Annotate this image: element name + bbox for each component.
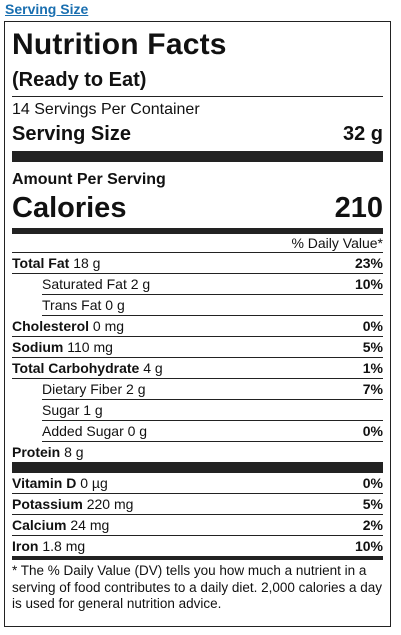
vitamin-row-potassium: Potassium 220 mg 5% [12,494,383,515]
amount-per-serving: Amount Per Serving [12,171,166,188]
nutrient-name: Protein [12,444,61,460]
nutrient-row-total-carbohydrate: Total Carbohydrate 4 g 1% [12,358,383,379]
serving-size-label: Serving Size [12,123,131,145]
nutrient-amount: 1 g [83,402,103,418]
nutrient-amount: 2 g [130,276,151,292]
nutrition-facts-label: Nutrition Facts (Ready to Eat) 14 Servin… [4,21,391,627]
nutrient-row-trans-fat: Trans Fat 0 g [42,295,383,316]
nutrient-name: Dietary Fiber [42,381,123,397]
nutrient-row-saturated-fat: Saturated Fat 2 g 10% [42,274,383,295]
nutrient-amount: 0 g [127,423,148,439]
vitamin-dv: 0% [362,475,383,491]
vitamin-amount: 220 mg [86,496,134,512]
label-title: Nutrition Facts [12,28,227,61]
nutrient-name: Sodium [12,339,64,355]
vitamin-dv: 5% [362,496,383,512]
nutrient-dv: 1% [362,360,383,376]
nutrient-dv: 0% [362,318,383,334]
serving-size-value: 32 g [342,123,383,145]
vitamin-name: Iron [12,538,39,554]
nutrient-amount: 18 g [73,255,101,271]
nutrient-amount: 0 mg [92,318,125,334]
nutrient-name: Sugar [42,402,80,418]
nutrient-row-sodium: Sodium 110 mg 5% [12,337,383,358]
nutrient-amount: 4 g [143,360,163,376]
nutrient-dv: 7% [362,381,383,397]
servings-per-container: 14 Servings Per Container [12,101,200,118]
vitamin-dv: 10% [354,538,383,554]
vitamin-dv: 2% [362,517,383,533]
nutrient-row-sugar: Sugar 1 g [42,400,383,421]
label-subtitle: (Ready to Eat) [12,68,383,97]
nutrient-row-protein: Protein 8 g [12,442,383,473]
vitamin-row-iron: Iron 1.8 mg 10% [12,536,383,560]
nutrient-name: Cholesterol [12,318,90,334]
vitamin-name: Potassium [12,496,83,512]
nutrient-dv: 5% [362,339,383,355]
nutrient-name: Total Fat [12,255,70,271]
nutrient-row-added-sugar: Added Sugar 0 g 0% [42,421,383,442]
nutrient-amount: 8 g [64,444,84,460]
nutrient-dv: 10% [354,276,383,292]
nutrient-amount: 0 g [105,297,125,313]
vitamin-amount: 0 µg [80,475,108,491]
vitamin-name: Vitamin D [12,475,77,491]
vitamin-amount: 1.8 mg [42,538,86,554]
nutrient-dv: 0% [362,423,383,439]
nutrient-name: Saturated Fat [42,276,127,292]
nutrient-amount: 110 mg [67,339,113,355]
nutrient-row-total-fat: Total Fat 18 g 23% [12,253,383,274]
vitamin-amount: 24 mg [70,517,110,533]
vitamin-name: Calcium [12,517,67,533]
daily-value-header: % Daily Value* [12,234,383,253]
calories-label: Calories [12,192,127,224]
nutrient-amount: 2 g [126,381,146,397]
serving-size-row: Serving Size 32 g [12,121,383,162]
nutrient-row-cholesterol: Cholesterol 0 mg 0% [12,316,383,337]
nutrient-name: Total Carbohydrate [12,360,140,376]
calories-row: Calories 210 [12,191,383,234]
vitamin-row-vitamin-d: Vitamin D 0 µg 0% [12,473,383,494]
daily-value-footnote: * The % Daily Value (DV) tells you how m… [12,563,382,611]
nutrient-name: Trans Fat [42,297,102,313]
serving-size-link[interactable]: Serving Size [5,1,89,17]
vitamin-row-calcium: Calcium 24 mg 2% [12,515,383,536]
nutrient-dv: 23% [354,255,383,271]
nutrient-row-dietary-fiber: Dietary Fiber 2 g 7% [42,379,383,400]
calories-value: 210 [334,192,383,224]
nutrient-name: Added Sugar [42,423,124,439]
